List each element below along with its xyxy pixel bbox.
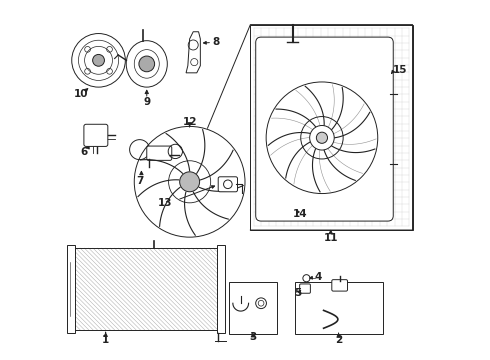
Text: 7: 7 (136, 176, 143, 186)
Circle shape (139, 56, 155, 72)
FancyBboxPatch shape (218, 177, 238, 192)
FancyBboxPatch shape (256, 37, 393, 221)
Text: 1: 1 (102, 335, 109, 345)
Text: 8: 8 (213, 37, 220, 48)
Bar (229, 282, 277, 334)
Text: 11: 11 (323, 233, 338, 243)
FancyBboxPatch shape (332, 280, 347, 291)
Text: 4: 4 (315, 272, 322, 282)
Circle shape (317, 132, 327, 143)
Text: 15: 15 (393, 65, 408, 75)
Circle shape (180, 172, 199, 192)
FancyBboxPatch shape (84, 124, 108, 147)
Text: 6: 6 (80, 147, 87, 157)
Bar (218, 245, 225, 333)
Text: 5: 5 (294, 288, 301, 297)
Bar (250, 24, 413, 230)
Text: 3: 3 (249, 332, 256, 342)
Text: 14: 14 (293, 209, 308, 219)
Text: 9: 9 (143, 97, 150, 107)
Text: 2: 2 (335, 335, 342, 345)
Circle shape (93, 54, 104, 66)
Text: 13: 13 (157, 198, 172, 208)
Text: 12: 12 (182, 117, 197, 127)
Bar (68, 245, 75, 333)
Bar (295, 282, 383, 334)
FancyBboxPatch shape (300, 284, 310, 293)
FancyBboxPatch shape (147, 146, 172, 160)
Bar (72, 248, 222, 330)
Text: 10: 10 (74, 89, 88, 99)
